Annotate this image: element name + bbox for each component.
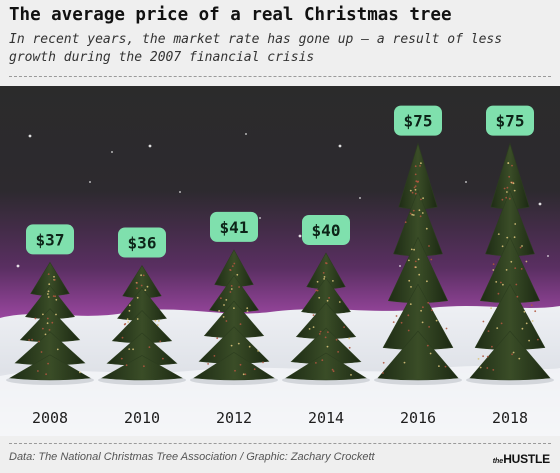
x-tick-label: 2010 [124, 409, 160, 427]
chart-area: $37 $36$41 $40$75 $75 2008 2010 2012 2014 2016 2… [0, 86, 560, 436]
star [538, 202, 542, 206]
price-label-box [118, 227, 166, 258]
price-label-box [394, 105, 442, 136]
price-label: $75 [404, 112, 433, 131]
chart-title: The average price of a real Christmas tr… [9, 5, 452, 25]
bottom-divider [9, 443, 551, 444]
x-tick-label: 2012 [216, 409, 252, 427]
star [465, 181, 467, 183]
x-tick-label: 2014 [308, 409, 344, 427]
tree-bars [6, 142, 554, 385]
tree-bar-2012 [190, 249, 278, 385]
tree-bar-2014 [282, 252, 370, 385]
chart-subtitle: In recent years, the market rate has gon… [9, 32, 503, 65]
snow-drift [0, 366, 560, 436]
star [359, 197, 361, 199]
night-sky-background [0, 86, 560, 436]
star [338, 144, 342, 148]
price-label: $37 [36, 230, 65, 249]
star [245, 133, 247, 135]
star [547, 255, 549, 257]
star [89, 181, 91, 183]
star [399, 265, 401, 267]
star [148, 144, 152, 148]
tree-bar-2016 [374, 142, 462, 385]
price-labels: $37 $36 $41 $40 $75 $75 [26, 105, 534, 258]
x-tick-label: 2018 [492, 409, 528, 427]
tree-bar-2018 [466, 142, 554, 385]
logo-the: the [492, 458, 504, 465]
logo-name: HUSTLE [503, 452, 550, 466]
star [28, 134, 32, 138]
hustle-logo: theHUSTLE [492, 450, 551, 468]
top-divider [9, 76, 551, 77]
star [298, 234, 302, 238]
price-label: $36 [128, 234, 157, 253]
x-tick-label: 2016 [400, 409, 436, 427]
star [16, 264, 20, 268]
price-label-box [302, 215, 350, 245]
price-label-box [486, 105, 534, 136]
tree-bar-2010 [98, 264, 186, 385]
price-label: $41 [220, 218, 249, 237]
x-tick-label: 2008 [32, 409, 68, 427]
price-label-box [210, 211, 258, 242]
star [259, 217, 261, 219]
star [179, 191, 181, 193]
source-credit: Data: The National Christmas Tree Associ… [9, 451, 375, 463]
price-label: $40 [312, 221, 341, 240]
tree-bar-2008 [6, 261, 94, 385]
star [111, 151, 113, 153]
x-axis-ticks: 2008 2010 2012 2014 2016 2018 [32, 409, 528, 427]
price-label: $75 [496, 112, 525, 131]
price-label-box [26, 224, 74, 255]
